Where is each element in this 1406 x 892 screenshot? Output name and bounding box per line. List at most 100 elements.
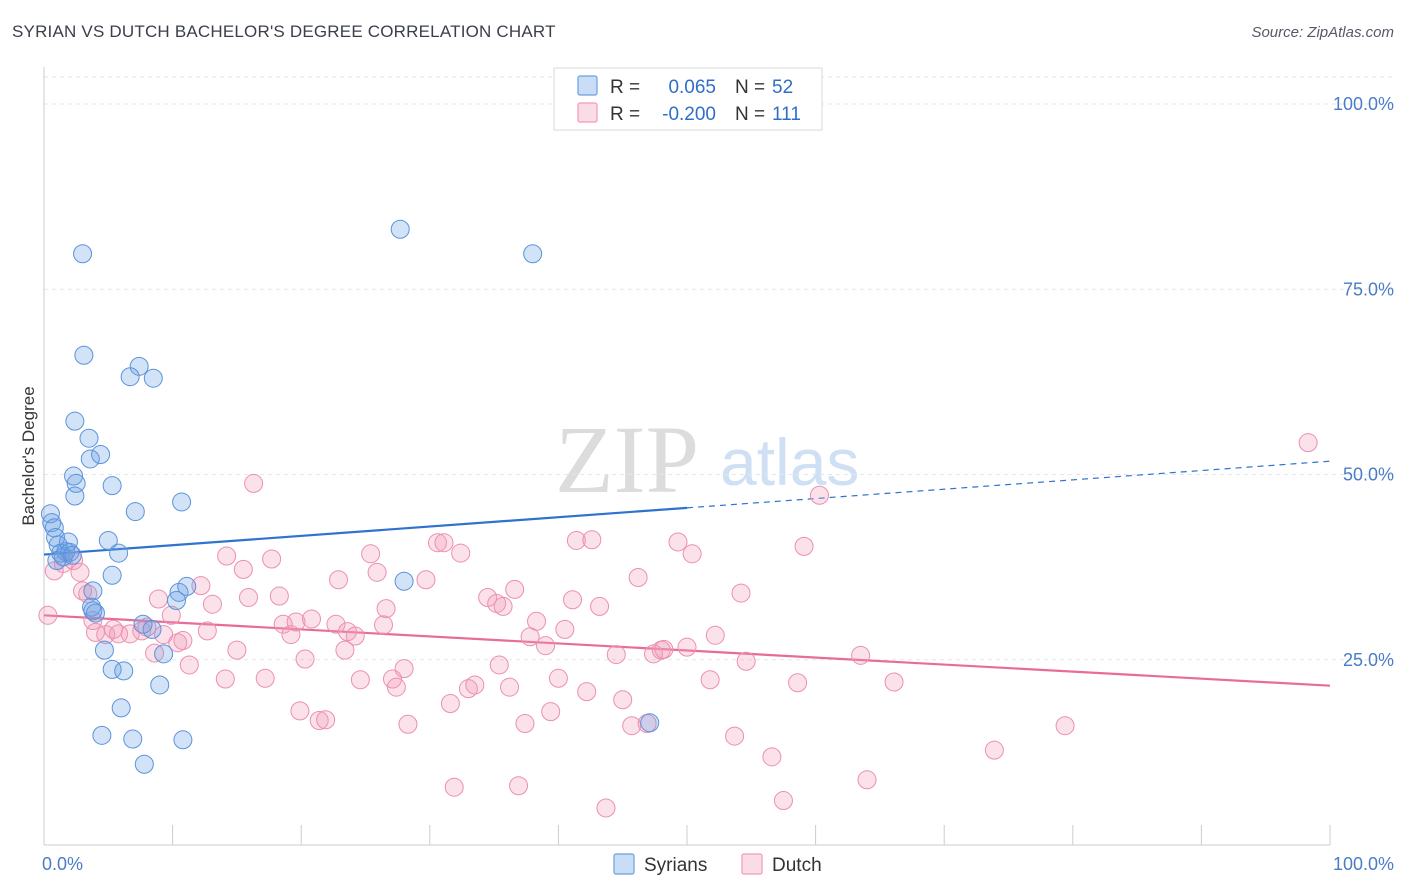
- point-syrians: [123, 729, 143, 749]
- y-axis-label: Bachelor's Degree: [19, 386, 38, 525]
- point-dutch: [555, 619, 575, 639]
- legend-swatch-syrians: [613, 853, 635, 875]
- point-dutch: [851, 645, 871, 665]
- point-dutch: [731, 583, 751, 603]
- point-dutch: [148, 589, 168, 609]
- y-tick-label: 25.0%: [1343, 650, 1394, 670]
- point-dutch: [596, 798, 616, 818]
- point-dutch: [361, 544, 381, 564]
- point-syrians: [120, 367, 140, 387]
- point-dutch: [386, 677, 406, 697]
- point-dutch: [682, 544, 702, 564]
- point-dutch: [191, 576, 211, 596]
- point-dutch: [269, 586, 289, 606]
- point-dutch: [179, 655, 199, 675]
- point-syrians: [64, 466, 84, 486]
- point-dutch: [295, 649, 315, 669]
- point-dutch: [582, 530, 602, 550]
- trend-line-dutch: [43, 614, 1331, 687]
- point-dutch: [677, 637, 697, 657]
- data-points: [38, 219, 1318, 818]
- point-dutch: [857, 770, 877, 790]
- point-dutch: [794, 536, 814, 556]
- point-dutch: [290, 701, 310, 721]
- point-dutch: [434, 533, 454, 553]
- point-dutch: [762, 747, 782, 767]
- point-syrians: [92, 725, 112, 745]
- point-dutch: [451, 543, 471, 563]
- point-dutch: [376, 599, 396, 619]
- point-dutch: [654, 639, 674, 659]
- legend-swatch: [577, 102, 598, 123]
- point-dutch: [233, 559, 253, 579]
- y-tick-label: 100.0%: [1333, 94, 1394, 114]
- point-dutch: [668, 532, 688, 552]
- legend-r-label: R =: [610, 77, 640, 98]
- legend-n-value: 52: [772, 77, 793, 98]
- point-dutch: [281, 625, 301, 645]
- point-dutch: [606, 645, 626, 665]
- point-dutch: [70, 562, 90, 582]
- point-dutch: [1055, 716, 1075, 736]
- point-dutch: [262, 549, 282, 569]
- point-syrians: [523, 244, 543, 264]
- point-dutch: [328, 570, 348, 590]
- legend-label-syrians: Syrians: [644, 855, 707, 876]
- point-syrians: [150, 675, 170, 695]
- point-syrians: [65, 486, 85, 506]
- point-dutch: [527, 611, 547, 631]
- point-syrians: [65, 411, 85, 431]
- point-dutch: [566, 530, 586, 550]
- point-syrians: [94, 640, 114, 660]
- x-tick-label: 0.0%: [42, 854, 83, 874]
- point-dutch: [202, 594, 222, 614]
- watermark: ZIP atlas: [555, 406, 859, 513]
- point-dutch: [286, 612, 306, 632]
- point-dutch: [500, 677, 520, 697]
- legend-n-label: N =: [735, 77, 765, 98]
- point-syrians: [83, 601, 103, 621]
- legend-n-value: 111: [772, 104, 801, 125]
- x-tick-label: 100.0%: [1333, 854, 1394, 874]
- point-syrians: [46, 528, 66, 548]
- chart-title: SYRIAN VS DUTCH BACHELOR'S DEGREE CORREL…: [12, 22, 556, 41]
- point-dutch: [1298, 433, 1318, 453]
- point-dutch: [493, 596, 513, 616]
- point-dutch: [478, 588, 498, 608]
- point-syrians: [109, 543, 129, 563]
- point-dutch: [326, 614, 346, 634]
- point-dutch: [563, 590, 583, 610]
- point-syrians: [133, 614, 153, 634]
- watermark-zip: ZIP: [555, 406, 699, 513]
- point-syrians: [177, 576, 197, 596]
- legend-r-label: R =: [610, 104, 640, 125]
- legend-label-dutch: Dutch: [772, 855, 822, 876]
- point-dutch: [197, 621, 217, 641]
- point-dutch: [541, 702, 561, 722]
- point-syrians: [98, 530, 118, 550]
- point-dutch: [367, 562, 387, 582]
- point-syrians: [83, 581, 103, 601]
- point-syrians: [172, 492, 192, 512]
- point-dutch: [394, 659, 414, 679]
- point-syrians: [74, 345, 94, 365]
- point-dutch: [154, 625, 174, 645]
- point-dutch: [132, 621, 152, 641]
- point-dutch: [309, 711, 329, 731]
- point-dutch: [725, 726, 745, 746]
- y-tick-label: 75.0%: [1343, 279, 1394, 299]
- point-syrians: [114, 661, 134, 681]
- stats-legend: R = 0.065 N = 52 R = -0.200 N = 111: [553, 67, 823, 131]
- point-syrians: [143, 368, 163, 388]
- point-dutch: [773, 791, 793, 811]
- point-syrians: [166, 590, 186, 610]
- chart-source: Source: ZipAtlas.com: [1251, 24, 1394, 41]
- point-syrians: [62, 545, 82, 565]
- point-dutch: [345, 626, 365, 646]
- point-dutch: [705, 625, 725, 645]
- point-dutch: [505, 579, 525, 599]
- point-dutch: [416, 570, 436, 590]
- point-dutch: [238, 588, 258, 608]
- point-dutch: [161, 605, 181, 625]
